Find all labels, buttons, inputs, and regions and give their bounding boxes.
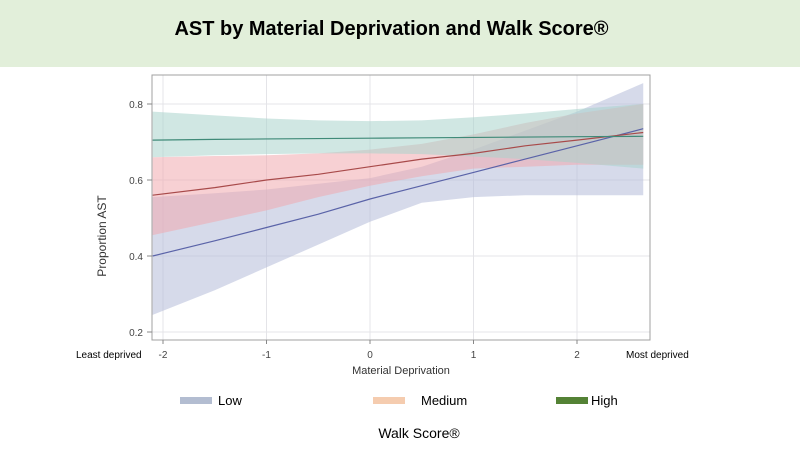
legend-item-medium: Medium <box>373 392 467 408</box>
least-deprived-label: Least deprived <box>76 350 142 361</box>
legend-label-medium: Medium <box>421 392 468 408</box>
legend-label-low: Low <box>218 392 242 408</box>
series-lines <box>152 128 644 257</box>
y-tick-label: 0.8 <box>129 100 143 111</box>
legend-swatch-low <box>180 396 212 404</box>
x-axis-label: Material Deprivation <box>352 365 450 377</box>
legend-item-high: High <box>556 392 618 408</box>
series-line-low <box>152 128 644 257</box>
series-line-high <box>152 135 644 141</box>
title-banner <box>0 0 800 67</box>
y-axis-label: Proportion AST <box>95 195 109 277</box>
series-line-medium <box>152 131 644 196</box>
legend-label-high: High <box>591 392 618 408</box>
y-tick-label: 0.6 <box>129 176 143 187</box>
most-deprived-label: Most deprived <box>626 350 689 361</box>
legend-item-low: Low <box>180 392 242 408</box>
legend-title: Walk Score® <box>378 425 460 441</box>
ci-band-high <box>152 104 644 169</box>
x-tick-label: 0 <box>367 350 373 361</box>
axis-ticks: -2 -1 0 1 2 0.2 0.4 0.6 0.8 <box>129 100 580 361</box>
chart-title: AST by Material Deprivation and Walk Sco… <box>174 18 609 40</box>
x-tick-label: -1 <box>262 350 271 361</box>
plot-frame <box>151 74 651 341</box>
y-tick-label: 0.2 <box>129 328 143 339</box>
x-tick-label: -2 <box>159 350 168 361</box>
legend-swatch-medium <box>373 396 405 404</box>
x-tick-label: 1 <box>471 350 477 361</box>
legend-swatch-high <box>556 396 588 404</box>
y-tick-label: 0.4 <box>129 252 143 263</box>
x-tick-label: 2 <box>574 350 580 361</box>
